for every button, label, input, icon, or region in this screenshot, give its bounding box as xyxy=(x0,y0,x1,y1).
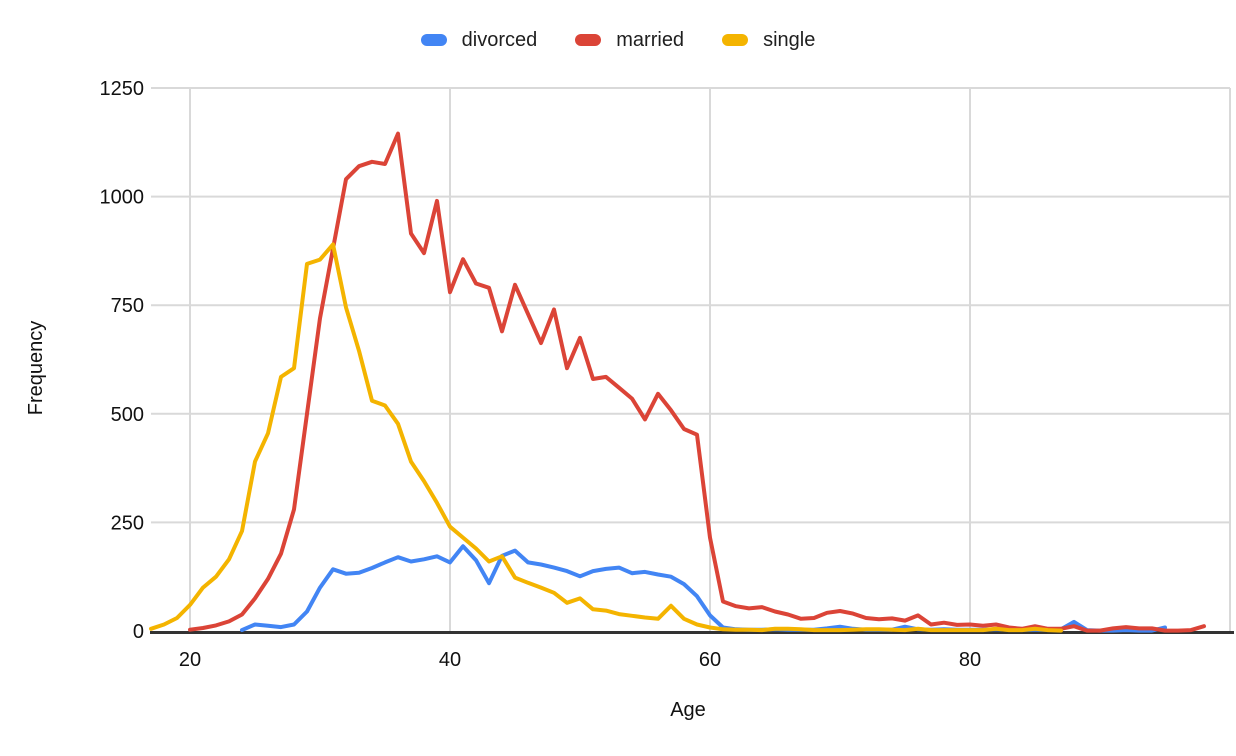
y-axis-title: Frequency xyxy=(25,320,47,416)
legend-label: divorced xyxy=(461,29,538,51)
legend-swatch-married xyxy=(575,34,602,46)
series-line-single xyxy=(149,242,1063,633)
series-line-married xyxy=(188,131,1206,633)
legend-item-divorced[interactable]: divorced xyxy=(420,29,538,51)
y-tick-label-500: 500 xyxy=(111,404,144,426)
x-tick-label-40: 40 xyxy=(439,649,461,671)
x-tick-label-60: 60 xyxy=(699,649,721,671)
legend-label: single xyxy=(763,29,816,51)
y-tick-label-0: 0 xyxy=(133,621,144,643)
legend-swatch-single xyxy=(722,34,749,46)
chart-legend: divorced married single xyxy=(0,29,1236,51)
series-line-divorced xyxy=(240,544,1167,633)
y-tick-label-1000: 1000 xyxy=(100,187,145,209)
x-tick-label-80: 80 xyxy=(959,649,981,671)
legend-label: married xyxy=(616,29,685,51)
legend-item-single[interactable]: single xyxy=(722,29,815,51)
y-tick-label-750: 750 xyxy=(111,295,144,317)
legend-item-married[interactable]: married xyxy=(575,29,684,51)
x-tick-label-20: 20 xyxy=(179,649,201,671)
y-tick-label-1250: 1250 xyxy=(100,78,145,100)
legend-swatch-divorced xyxy=(420,34,447,46)
y-tick-label-250: 250 xyxy=(111,512,144,534)
x-axis-title: Age xyxy=(670,699,706,721)
